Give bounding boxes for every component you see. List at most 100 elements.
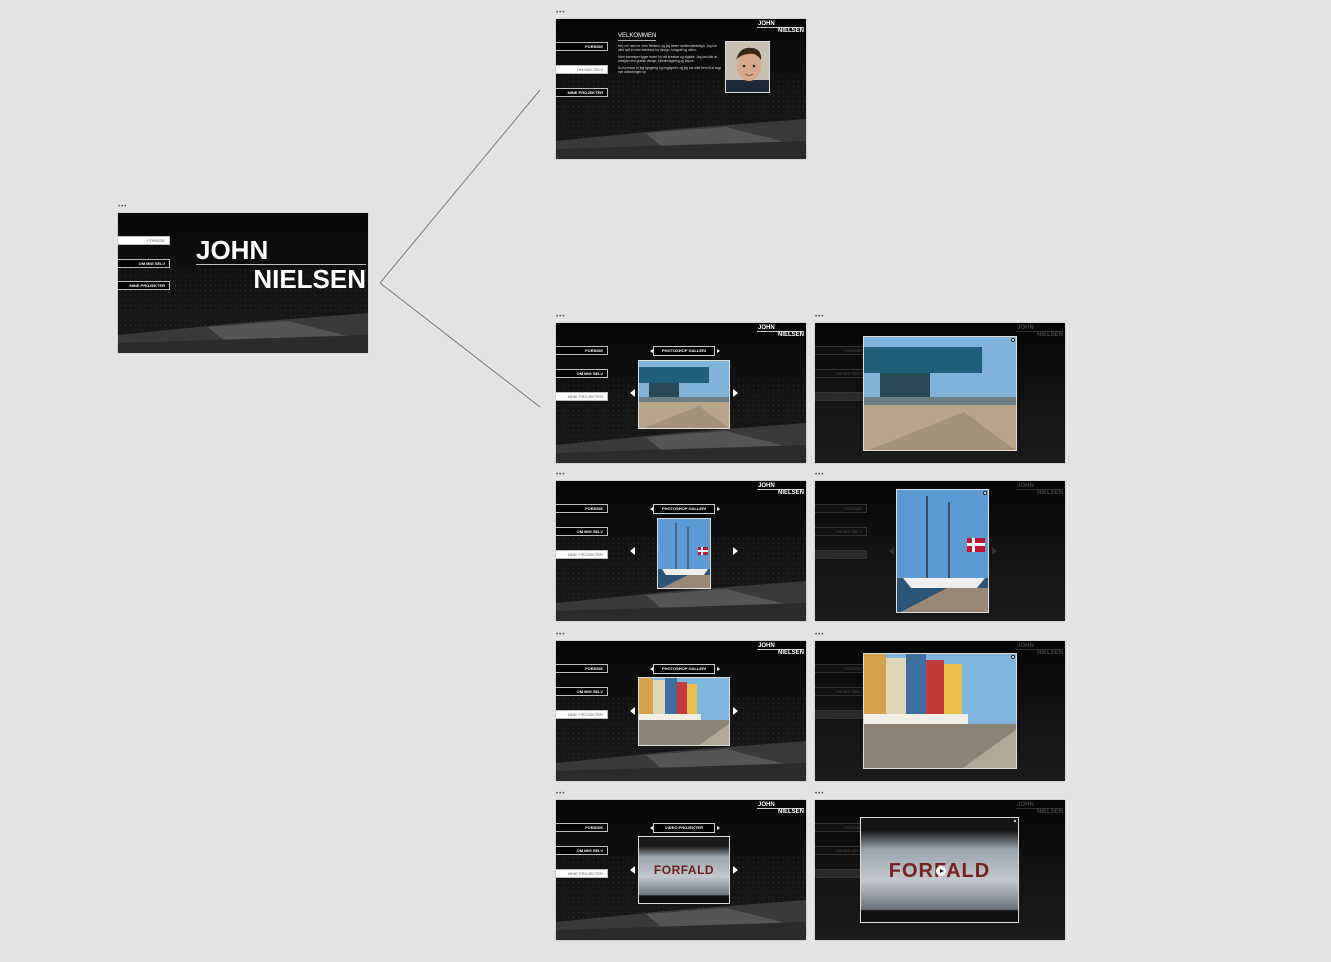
nav-projects-button[interactable]: MINE PROJEKTER (556, 869, 608, 878)
chevron-left-icon[interactable] (650, 826, 653, 830)
chevron-left-icon[interactable] (650, 667, 653, 671)
lightbox-photo[interactable] (896, 489, 989, 613)
logo: JOHN NIELSEN (1013, 325, 1063, 338)
artboard-label: ••• (815, 314, 825, 320)
nav-home-button[interactable]: FORSIDE (556, 664, 608, 673)
gallery-photo[interactable] (657, 518, 711, 589)
nav-home-button[interactable]: FORSIDE (556, 42, 608, 51)
close-icon[interactable] (983, 491, 987, 495)
artboard-gallery-1-lightbox: FORSIDE OM MIG SELV MINE PROJEKTER JOHN N… (815, 323, 1065, 463)
nav-projects-button[interactable]: MINE PROJEKTER (815, 550, 867, 559)
nav-home-button[interactable]: FORSIDE (815, 664, 867, 673)
welcome-text: Hej, mit navn er John Nielsen, og jeg læ… (618, 44, 722, 77)
chevron-left-icon[interactable] (630, 389, 635, 397)
logo-first-name: JOHN (758, 643, 775, 649)
chevron-right-icon[interactable] (733, 389, 738, 397)
floor-graphic (556, 119, 806, 159)
welcome-paragraph: Hej, mit navn er John Nielsen, og jeg læ… (618, 44, 718, 52)
logo-first-name: JOHN (1017, 802, 1034, 808)
lightbox-photo[interactable] (863, 336, 1017, 451)
logo-last-name: NIELSEN (777, 650, 804, 656)
logo: JOHN NIELSEN (754, 325, 804, 338)
chevron-right-icon[interactable] (717, 667, 720, 671)
chevron-left-icon[interactable] (650, 349, 653, 353)
artboard-gallery-2-lightbox: FORSIDE OM MIG SELV MINE PROJEKTER JOHN N… (815, 481, 1065, 621)
nav-home-button[interactable]: FORSIDE (556, 346, 608, 355)
hero-logo: JOHN NIELSEN (196, 237, 366, 293)
nav-home-button[interactable]: FORSIDE (556, 504, 608, 513)
logo-first-name: JOHN (758, 21, 775, 27)
chevron-left-icon[interactable] (630, 866, 635, 874)
nav-home-button[interactable]: FORSIDE (815, 504, 867, 513)
close-icon[interactable] (1011, 338, 1015, 342)
artboard-video: FORSIDE OM MIG SELV MINE PROJEKTER JOHN N… (556, 800, 806, 940)
logo: JOHN NIELSEN (754, 643, 804, 656)
nav-projects-button[interactable]: MINE PROJEKTER (815, 392, 867, 401)
nav-projects-button[interactable]: MINE PROJEKTER (556, 392, 608, 401)
nav-about-button[interactable]: OM MIG SELV (556, 687, 608, 696)
logo: JOHN NIELSEN (754, 21, 804, 34)
welcome-title: VELKOMMEN (618, 33, 657, 41)
chevron-right-icon[interactable] (717, 349, 720, 353)
nav-about-button[interactable]: OM MIG SELV (118, 259, 170, 268)
logo-first-name: JOHN (196, 235, 269, 265)
chevron-left-icon[interactable] (630, 707, 635, 715)
nav-home-button[interactable]: FORSIDE (118, 236, 170, 245)
nav-projects-button[interactable]: MINE PROJEKTER (118, 281, 170, 290)
logo: JOHN NIELSEN (1013, 643, 1063, 656)
nav-about-button[interactable]: OM MIG SELV (815, 527, 867, 536)
logo: JOHN NIELSEN (754, 802, 804, 815)
nav-about-button[interactable]: OM MIG SELV (815, 369, 867, 378)
floor-graphic (556, 581, 806, 621)
gallery-title: PHOTOSHOP GALLERI (653, 664, 715, 674)
nav-projects-button[interactable]: MINE PROJEKTER (556, 710, 608, 719)
logo-last-name: NIELSEN (777, 490, 804, 496)
artboard-label: ••• (815, 791, 825, 797)
nav-home-button[interactable]: FORSIDE (556, 823, 608, 832)
gallery-photo[interactable] (638, 360, 730, 429)
nav-home-button[interactable]: FORSIDE (815, 346, 867, 355)
logo-first-name: JOHN (758, 325, 775, 331)
nav-about-button[interactable]: OM MIG SELV (556, 527, 608, 536)
nav-projects-button[interactable]: MINE PROJEKTER (556, 88, 608, 97)
nav-projects-button[interactable]: MINE PROJEKTER (556, 550, 608, 559)
artboard-label: ••• (815, 632, 825, 638)
close-icon[interactable] (1011, 655, 1015, 659)
logo-last-name: NIELSEN (253, 264, 366, 294)
logo-last-name: NIELSEN (1036, 809, 1063, 815)
nav-about-button[interactable]: OM MIG SELV (815, 687, 867, 696)
close-icon[interactable] (1013, 819, 1017, 823)
chevron-left-icon[interactable] (630, 547, 635, 555)
video-thumbnail[interactable]: FORFALD (638, 836, 730, 904)
nav-about-button[interactable]: OM MIG SELV (556, 846, 608, 855)
chevron-right-icon[interactable] (733, 707, 738, 715)
logo-last-name: NIELSEN (777, 332, 804, 338)
logo-last-name: NIELSEN (1036, 332, 1063, 338)
chevron-right-icon[interactable] (733, 866, 738, 874)
artboard-label: ••• (556, 314, 566, 320)
chevron-left-icon[interactable] (650, 507, 653, 511)
lightbox-photo[interactable] (863, 653, 1017, 769)
gallery-photo[interactable] (638, 677, 730, 746)
artboard-label: ••• (118, 204, 128, 210)
gallery-title: PHOTOSHOP GALLERI (653, 346, 715, 356)
nav-about-button[interactable]: OM MIG SELV (556, 369, 608, 378)
chevron-right-icon[interactable] (717, 826, 720, 830)
chevron-right-icon[interactable] (717, 507, 720, 511)
welcome-paragraph: Som person er jeg nysgerrig og engageret… (618, 66, 722, 74)
floor-graphic (118, 313, 368, 353)
play-icon[interactable] (936, 866, 946, 876)
chevron-right-icon[interactable] (733, 547, 738, 555)
nav-about-button[interactable]: OM MIG SELV (556, 65, 608, 74)
video-player[interactable]: FORFALD (860, 817, 1019, 923)
floor-graphic (556, 900, 806, 940)
floor-graphic (556, 423, 806, 463)
logo-last-name: NIELSEN (777, 809, 804, 815)
portrait-photo (725, 41, 770, 93)
artboard-video-lightbox: FORSIDE OM MIG SELV MINE PROJEKTER JOHN N… (815, 800, 1065, 940)
chevron-left-icon[interactable] (889, 547, 894, 555)
nav-projects-button[interactable]: MINE PROJEKTER (815, 710, 867, 719)
artboard-label: ••• (556, 632, 566, 638)
chevron-right-icon[interactable] (992, 547, 997, 555)
